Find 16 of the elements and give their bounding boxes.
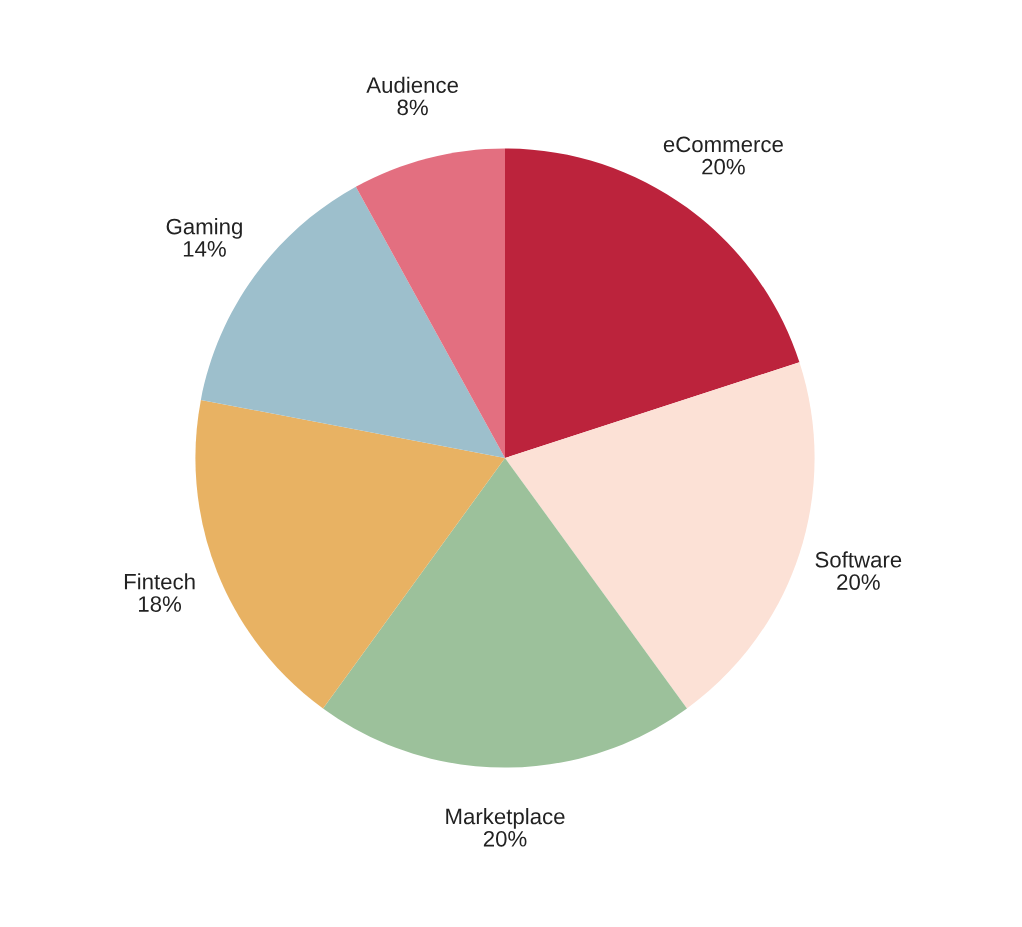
pie-slice [355,148,505,458]
slice-label: eCommerce [663,136,783,153]
data-label: 20% [702,158,745,175]
pie-slice [505,362,815,709]
slice-label: Audience [366,76,458,93]
data-label: 18% [139,596,182,612]
data-label: 14% [183,241,226,257]
data-label: 20% [483,830,527,847]
slice-label: Gaming [166,218,242,239]
slice-label: Marketplace [446,808,565,829]
pie-slice [323,458,687,768]
slice-label: Software [815,551,902,568]
pie-slice [195,399,505,709]
slice-label: Fintech [124,573,195,590]
data-label: 8% [397,99,428,116]
data-label: 20% [837,574,880,590]
